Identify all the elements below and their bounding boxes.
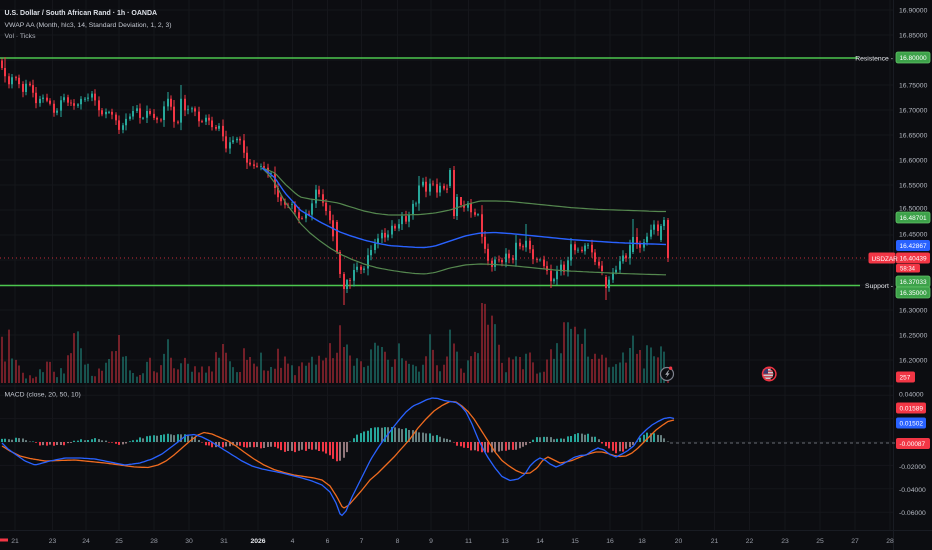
- svg-text:2026: 2026: [250, 538, 265, 545]
- svg-text:MACD (close, 20, 50, 10): MACD (close, 20, 50, 10): [5, 392, 81, 399]
- svg-text:16.40439: 16.40439: [900, 255, 927, 262]
- svg-text:21: 21: [11, 538, 19, 545]
- svg-text:16.45000: 16.45000: [899, 232, 928, 239]
- svg-text:16: 16: [606, 538, 614, 545]
- svg-text:27: 27: [851, 538, 859, 545]
- svg-text:21: 21: [711, 538, 719, 545]
- svg-text:Resistence -: Resistence -: [855, 56, 893, 63]
- svg-text:0.01502: 0.01502: [900, 420, 924, 427]
- svg-text:16.85000: 16.85000: [899, 33, 928, 40]
- svg-text:-0.00087: -0.00087: [900, 441, 926, 448]
- svg-text:-0.04000: -0.04000: [899, 487, 926, 494]
- svg-text:16.80000: 16.80000: [900, 55, 927, 62]
- svg-text:U.S. Dollar / South African Ra: U.S. Dollar / South African Rand · 1h · …: [5, 10, 158, 17]
- svg-text:16.65000: 16.65000: [899, 133, 928, 140]
- svg-text:20: 20: [675, 538, 683, 545]
- svg-text:28: 28: [150, 538, 158, 545]
- svg-text:16.50000: 16.50000: [899, 206, 928, 213]
- svg-text:16.70000: 16.70000: [899, 108, 928, 115]
- svg-text:24: 24: [82, 538, 90, 545]
- svg-text:VWAP AA (Month, hlc3, 14, Stan: VWAP AA (Month, hlc3, 14, Standard Devia…: [5, 22, 172, 29]
- svg-text:16.60000: 16.60000: [899, 158, 928, 165]
- svg-text:16.25000: 16.25000: [899, 333, 928, 340]
- svg-text:23: 23: [781, 538, 789, 545]
- svg-text:6: 6: [326, 538, 330, 545]
- svg-text:58:34: 58:34: [900, 267, 916, 273]
- svg-text:16.20000: 16.20000: [899, 358, 928, 365]
- svg-text:16.42867: 16.42867: [900, 243, 927, 250]
- svg-text:7: 7: [360, 538, 364, 545]
- svg-text:18: 18: [638, 538, 646, 545]
- svg-text:25: 25: [115, 538, 123, 545]
- svg-text:9: 9: [429, 538, 433, 545]
- svg-text:USDZAR: USDZAR: [872, 256, 899, 263]
- svg-text:16.30000: 16.30000: [899, 308, 928, 315]
- svg-text:4: 4: [291, 538, 295, 545]
- svg-text:16.55000: 16.55000: [899, 183, 928, 190]
- svg-text:Vol · Ticks: Vol · Ticks: [5, 33, 37, 40]
- svg-text:-0.02000: -0.02000: [899, 464, 926, 471]
- svg-text:16.37033: 16.37033: [900, 279, 927, 286]
- svg-text:13: 13: [501, 538, 509, 545]
- svg-text:16.90000: 16.90000: [899, 8, 928, 15]
- svg-text:28: 28: [886, 538, 894, 545]
- svg-text:0.01589: 0.01589: [900, 405, 924, 412]
- svg-text:30: 30: [185, 538, 193, 545]
- svg-text:16.75000: 16.75000: [899, 83, 928, 90]
- svg-text:23: 23: [49, 538, 57, 545]
- svg-text:16.35000: 16.35000: [900, 290, 927, 297]
- svg-text:25: 25: [816, 538, 824, 545]
- svg-text:0.04000: 0.04000: [899, 392, 924, 399]
- svg-text:31: 31: [220, 538, 228, 545]
- svg-text:16.48701: 16.48701: [900, 215, 927, 222]
- svg-text:257: 257: [900, 374, 911, 381]
- svg-text:15: 15: [571, 538, 579, 545]
- svg-text:-0.06000: -0.06000: [899, 510, 926, 517]
- svg-text:8: 8: [396, 538, 400, 545]
- svg-text:11: 11: [465, 538, 472, 545]
- svg-text:Support -: Support -: [865, 283, 893, 290]
- svg-text:14: 14: [536, 538, 544, 545]
- svg-text:22: 22: [746, 538, 754, 545]
